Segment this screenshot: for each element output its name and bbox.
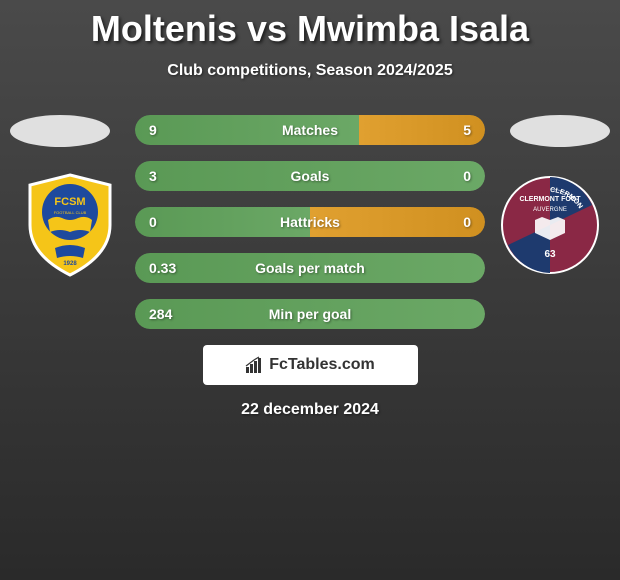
svg-text:FOOTBALL CLUB: FOOTBALL CLUB: [54, 210, 87, 215]
stat-label: Hattricks: [280, 214, 340, 230]
footer-date: 22 december 2024: [0, 401, 620, 419]
stat-value-right: 0: [463, 214, 471, 230]
stat-row-min-per-goal: 284 Min per goal: [135, 299, 485, 329]
stat-value-right: 0: [463, 168, 471, 184]
brand-badge[interactable]: FcTables.com: [203, 345, 418, 385]
stat-row-goals-per-match: 0.33 Goals per match: [135, 253, 485, 283]
stat-value-left: 0: [149, 214, 157, 230]
stat-value-left: 284: [149, 306, 172, 322]
stats-container: 9 Matches 5 3 Goals 0 0 Hattricks 0 0.33…: [135, 115, 485, 329]
stat-label: Goals: [291, 168, 330, 184]
header: Moltenis vs Mwimba Isala Club competitio…: [0, 0, 620, 80]
stat-value-left: 9: [149, 122, 157, 138]
brand-label: FcTables.com: [269, 356, 375, 374]
stat-value-left: 0.33: [149, 260, 176, 276]
player-photo-right-placeholder: [510, 115, 610, 147]
stat-label: Matches: [282, 122, 338, 138]
svg-text:AUVERGNE: AUVERGNE: [533, 207, 567, 213]
player-photo-left-placeholder: [10, 115, 110, 147]
page-title: Moltenis vs Mwimba Isala: [0, 8, 620, 50]
stat-value-right: 5: [463, 122, 471, 138]
team-badge-left: FCSM FOOTBALL CLUB 1928: [20, 175, 120, 275]
page-subtitle: Club competitions, Season 2024/2025: [0, 62, 620, 80]
svg-text:FCSM: FCSM: [54, 196, 85, 208]
svg-text:63: 63: [544, 249, 556, 260]
stat-label: Goals per match: [255, 260, 365, 276]
clermont-logo-icon: CLERMONT FOOT CLERMONT FOOT AUVERGNE 63: [500, 175, 600, 275]
svg-text:CLERMONT FOOT: CLERMONT FOOT: [519, 196, 581, 203]
svg-text:1928: 1928: [63, 261, 77, 267]
chart-icon: [245, 356, 263, 374]
stat-row-goals: 3 Goals 0: [135, 161, 485, 191]
stat-row-hattricks: 0 Hattricks 0: [135, 207, 485, 237]
stat-row-matches: 9 Matches 5: [135, 115, 485, 145]
stat-value-left: 3: [149, 168, 157, 184]
fcsm-logo-icon: FCSM FOOTBALL CLUB 1928: [20, 170, 120, 280]
stat-label: Min per goal: [269, 306, 351, 322]
content-area: FCSM FOOTBALL CLUB 1928 CLERMONT FOOT CL…: [0, 115, 620, 419]
team-badge-right: CLERMONT FOOT CLERMONT FOOT AUVERGNE 63: [500, 175, 600, 275]
